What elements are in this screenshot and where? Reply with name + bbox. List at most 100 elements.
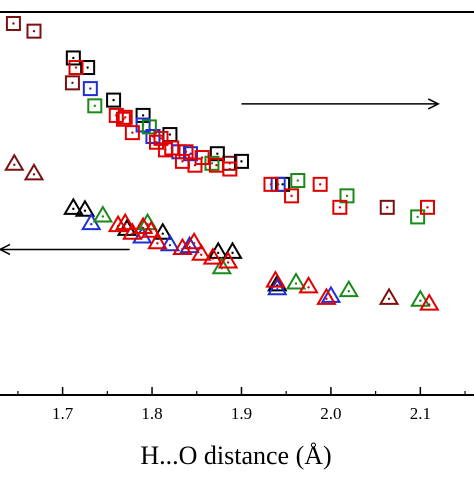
square-marker: [87, 98, 103, 114]
marker-center-dot: [325, 297, 328, 301]
marker-center-dot: [101, 215, 105, 218]
square-marker: [141, 119, 157, 135]
marker-center-dot: [155, 141, 158, 144]
marker-center-dot: [338, 206, 342, 209]
triangle-marker: [222, 241, 243, 259]
square-marker: [233, 153, 249, 169]
triangle-marker: [183, 231, 205, 250]
triangle-marker: [265, 270, 286, 288]
square-marker: [290, 173, 306, 189]
marker-center-dot: [226, 261, 230, 264]
x-tick-label: 1.9: [231, 404, 252, 423]
triangle-marker: [320, 285, 342, 303]
marker-center-dot: [170, 146, 173, 150]
marker-center-dot: [200, 253, 203, 256]
triangle-marker: [132, 216, 154, 234]
marker-center-dot: [281, 183, 284, 186]
triangle-marker: [147, 231, 168, 250]
square-marker: [182, 146, 198, 162]
marker-center-dot: [156, 242, 159, 245]
marker-center-dot: [13, 163, 16, 166]
marker-center-dot: [71, 81, 74, 85]
triangle-marker: [107, 214, 129, 233]
square-marker: [284, 188, 300, 204]
marker-center-dot: [216, 152, 219, 155]
square-marker: [153, 130, 169, 146]
marker-center-dot: [200, 156, 204, 159]
marker-center-dot: [122, 118, 125, 121]
marker-center-dot: [184, 150, 188, 153]
square-marker: [222, 161, 238, 177]
square-marker: [410, 209, 426, 225]
triangle-marker: [378, 287, 400, 305]
square-marker: [149, 134, 165, 150]
square-marker: [379, 199, 395, 215]
x-tick-label: 2.0: [320, 404, 341, 423]
triangle-marker: [4, 153, 25, 171]
square-marker: [64, 75, 80, 91]
square-marker: [419, 199, 435, 215]
square-marker: [68, 60, 84, 76]
square-marker: [194, 150, 210, 166]
marker-center-dot: [419, 299, 422, 302]
marker-center-dot: [217, 251, 220, 255]
marker-center-dot: [192, 242, 196, 245]
marker-center-dot: [231, 251, 234, 255]
marker-center-dot: [159, 137, 163, 140]
square-marker: [82, 81, 98, 97]
marker-center-dot: [296, 179, 300, 182]
marker-center-dot: [228, 167, 232, 171]
marker-center-dot: [12, 22, 15, 25]
triangle-marker: [338, 279, 360, 298]
triangle-marker: [419, 293, 440, 311]
triangle-marker: [285, 272, 307, 290]
square-marker: [164, 140, 180, 156]
marker-center-dot: [74, 66, 78, 69]
marker-center-dot: [72, 207, 75, 211]
square-marker: [117, 109, 133, 125]
marker-center-dot: [168, 133, 172, 136]
square-marker: [106, 92, 122, 108]
square-marker: [26, 23, 42, 39]
marker-center-dot: [72, 56, 75, 60]
marker-center-dot: [90, 222, 93, 226]
marker-center-dot: [426, 206, 429, 209]
triangle-marker: [74, 199, 96, 217]
marker-center-dot: [32, 173, 36, 176]
marker-center-dot: [141, 226, 145, 230]
marker-center-dot: [148, 125, 151, 129]
marker-center-dot: [386, 206, 389, 209]
arrow-head: [427, 98, 440, 110]
triangle-marker: [211, 256, 233, 275]
square-marker: [115, 111, 131, 127]
marker-center-dot: [276, 288, 279, 291]
triangle-marker: [217, 250, 239, 269]
marker-center-dot: [181, 160, 184, 163]
arrows: [0, 98, 440, 256]
triangle-marker: [92, 205, 114, 223]
square-marker: [263, 176, 279, 192]
triangle-marker: [114, 212, 136, 231]
triangle-marker: [140, 220, 162, 238]
marker-center-dot: [274, 280, 277, 283]
square-marker: [332, 199, 348, 215]
x-tick-label: 1.8: [141, 404, 162, 423]
marker-center-dot: [112, 98, 115, 102]
marker-center-dot: [131, 232, 134, 235]
marker-center-dot: [168, 244, 172, 247]
marker-center-dot: [131, 131, 134, 134]
marker-center-dot: [32, 29, 36, 33]
marker-center-dot: [93, 104, 97, 108]
marker-center-dot: [416, 215, 419, 219]
marker-center-dot: [211, 257, 215, 260]
marker-center-dot: [149, 230, 153, 234]
marker-center-dot: [290, 194, 293, 198]
marker-center-dot: [181, 247, 184, 251]
x-ticks: 1.7 1.8 1.9 2.0 2.1: [17, 387, 466, 423]
arrow-head: [0, 243, 11, 256]
triangle-marker: [23, 162, 45, 181]
x-tick-label: 1.7: [52, 404, 74, 423]
marker-center-dot: [161, 232, 164, 235]
